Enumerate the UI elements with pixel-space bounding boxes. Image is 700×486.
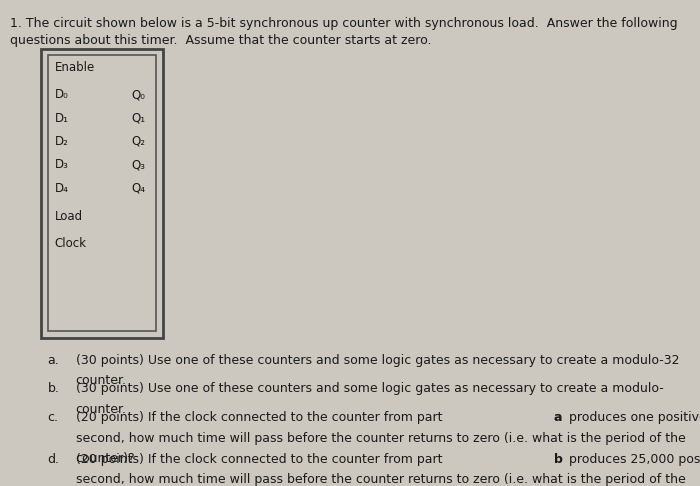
Text: a: a xyxy=(554,411,562,424)
Text: b: b xyxy=(554,453,563,466)
Text: counter.: counter. xyxy=(76,403,127,416)
Text: Clock: Clock xyxy=(55,237,87,249)
Text: D₁: D₁ xyxy=(55,112,69,124)
Text: produces 25,000 positive-edges every: produces 25,000 positive-edges every xyxy=(565,453,700,466)
Text: (30 points) Use one of these counters and some logic gates as necessary to creat: (30 points) Use one of these counters an… xyxy=(76,382,664,396)
Text: D₂: D₂ xyxy=(55,135,69,148)
Text: a.: a. xyxy=(48,354,60,367)
Text: c.: c. xyxy=(48,411,59,424)
Text: b.: b. xyxy=(48,382,60,396)
Text: (30 points) Use one of these counters and some logic gates as necessary to creat: (30 points) Use one of these counters an… xyxy=(76,354,683,367)
Text: Enable: Enable xyxy=(55,61,94,73)
Text: D₀: D₀ xyxy=(55,88,69,101)
Text: D₄: D₄ xyxy=(55,182,69,194)
Text: Load: Load xyxy=(55,210,83,223)
Text: Q₀: Q₀ xyxy=(132,88,146,101)
Text: Q₂: Q₂ xyxy=(132,135,146,148)
Text: Q₁: Q₁ xyxy=(132,112,146,124)
FancyBboxPatch shape xyxy=(48,55,156,331)
Text: counter.: counter. xyxy=(76,374,127,387)
Text: Q₃: Q₃ xyxy=(132,158,146,171)
Text: second, how much time will pass before the counter returns to zero (i.e. what is: second, how much time will pass before t… xyxy=(76,432,685,445)
Text: Q₄: Q₄ xyxy=(132,182,146,194)
FancyBboxPatch shape xyxy=(41,49,163,338)
Text: questions about this timer.  Assume that the counter starts at zero.: questions about this timer. Assume that … xyxy=(10,34,432,47)
Text: counter)?: counter)? xyxy=(76,452,135,465)
Text: (20 points) If the clock connected to the counter from part: (20 points) If the clock connected to th… xyxy=(76,411,446,424)
Text: D₃: D₃ xyxy=(55,158,69,171)
Text: second, how much time will pass before the counter returns to zero (i.e. what is: second, how much time will pass before t… xyxy=(76,473,685,486)
Text: (20 points) If the clock connected to the counter from part: (20 points) If the clock connected to th… xyxy=(76,453,446,466)
Text: produces one positive-edge every: produces one positive-edge every xyxy=(565,411,700,424)
Text: d.: d. xyxy=(48,453,60,466)
Text: 1. The circuit shown below is a 5-bit synchronous up counter with synchronous lo: 1. The circuit shown below is a 5-bit sy… xyxy=(10,17,678,30)
